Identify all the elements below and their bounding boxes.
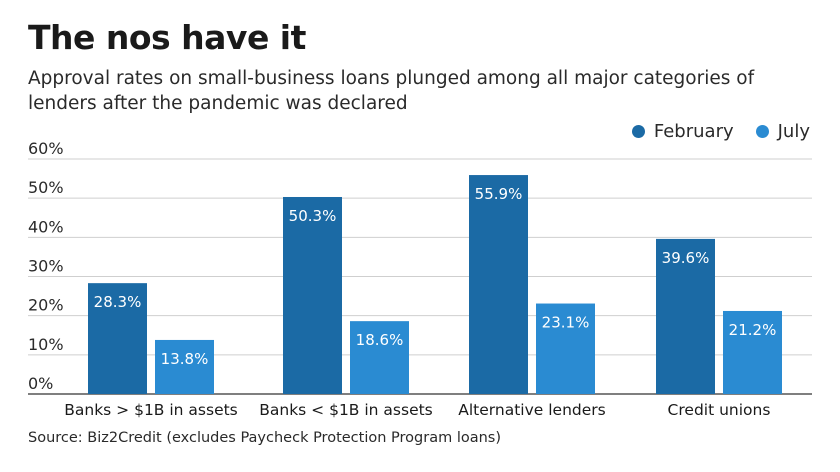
bar-february-3 (469, 175, 528, 394)
y-tick-label: 0% (28, 374, 53, 393)
legend-label-february: February (653, 121, 734, 142)
bar-july-3 (536, 303, 595, 394)
chart-subtitle: Approval rates on small-business loans p… (28, 68, 755, 114)
data-label-february-3: 55.9% (475, 185, 523, 203)
bar-february-2 (283, 196, 342, 394)
legend-swatch-july (755, 125, 769, 138)
bar-july-2 (350, 321, 409, 394)
legend-label-july: July (777, 121, 810, 142)
y-tick-label: 10% (28, 335, 64, 354)
bar-february-1 (88, 283, 147, 394)
source-note: Source: Biz2Credit (excludes Paycheck Pr… (28, 430, 502, 446)
data-label-july-4: 21.2% (729, 321, 777, 339)
legend: February July (631, 121, 810, 142)
y-tick-label: 60% (28, 139, 64, 158)
bar-february-4 (656, 238, 715, 394)
category-label: Banks < $1B in assets (259, 401, 433, 419)
data-label-february-1: 28.3% (94, 293, 142, 311)
legend-item-july: July (755, 121, 810, 142)
y-tick-label: 30% (28, 257, 64, 276)
chart-title: The nos have it (28, 18, 306, 57)
category-label: Alternative lenders (458, 401, 605, 419)
y-tick-label: 20% (28, 296, 64, 315)
data-label-july-2: 18.6% (356, 331, 404, 349)
data-label-february-4: 39.6% (662, 249, 710, 267)
data-label-february-2: 50.3% (289, 207, 337, 225)
y-tick-label: 50% (28, 178, 64, 197)
bar-july-1 (155, 339, 214, 394)
category-label: Banks > $1B in assets (64, 401, 238, 419)
bar-july-4 (723, 310, 782, 394)
legend-swatch-february (631, 125, 645, 138)
y-tick-label: 40% (28, 217, 64, 236)
data-label-july-3: 23.1% (542, 314, 590, 332)
legend-item-february: February (631, 121, 734, 142)
category-label: Credit unions (668, 401, 771, 419)
data-label-july-1: 13.8% (161, 350, 209, 368)
